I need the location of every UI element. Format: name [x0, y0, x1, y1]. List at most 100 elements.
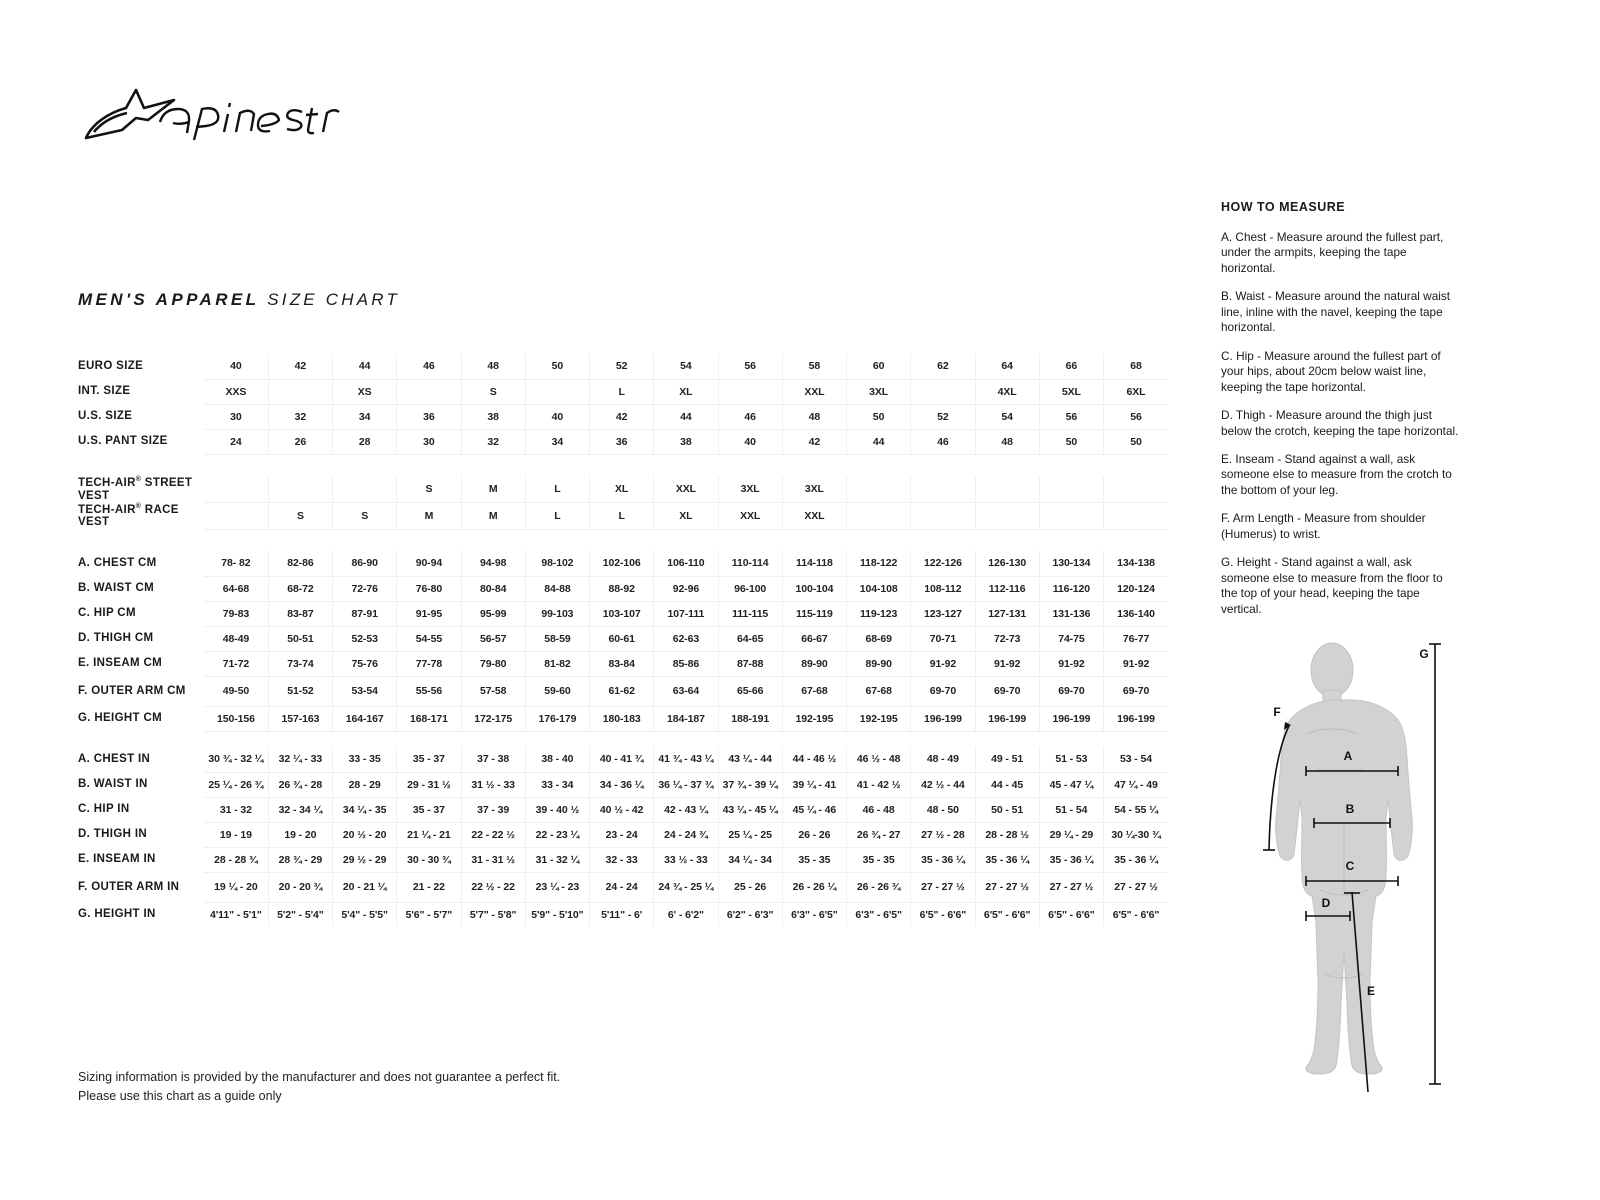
cell-outer_arm_in-3: 21 - 22	[396, 872, 462, 903]
cell-outer_arm_cm-10: 67-68	[846, 676, 911, 707]
page-title-bold: MEN'S APPAREL	[78, 290, 260, 309]
cell-outer_arm_in-13: 27 - 27 ½	[1038, 872, 1104, 903]
cell-waist_in-6: 34 - 36 ¼	[589, 772, 654, 798]
cell-inseam_cm-14: 91-92	[1103, 651, 1168, 677]
cell-hip_cm-3: 91-95	[396, 601, 462, 627]
table-row: G. HEIGHT IN 4'11" - 5'1" 5'2" - 5'4" 5'4" …	[78, 902, 1168, 928]
cell-us_pant_size-11: 46	[910, 429, 976, 455]
cell-techair_street_vest-14	[1103, 476, 1168, 504]
cell-chest_in-6: 40 - 41 ¾	[589, 747, 654, 773]
cell-us_pant_size-9: 42	[781, 429, 847, 455]
cell-thigh_in-7: 24 - 24 ¾	[653, 822, 719, 848]
table-row: INT. SIZE XXS XS S L XL XXL 3XL 4XL 5XL 6XL	[78, 379, 1168, 405]
cell-height_cm-8: 188-191	[717, 706, 783, 732]
cell-outer_arm_in-2: 20 - 21 ¼	[332, 872, 397, 903]
cell-techair_street_vest-4: M	[460, 476, 526, 504]
cell-waist_cm-14: 120-124	[1103, 576, 1168, 602]
cell-chest_cm-12: 126-130	[974, 551, 1040, 577]
cell-euro_size-10: 60	[846, 354, 911, 380]
cell-thigh_in-5: 22 - 23 ¼	[524, 822, 590, 848]
cell-chest_in-1: 32 ¼ - 33	[267, 747, 333, 773]
cell-thigh_cm-0: 48-49	[204, 626, 269, 652]
cell-chest_cm-6: 102-106	[589, 551, 654, 577]
cell-thigh_cm-5: 58-59	[524, 626, 590, 652]
cell-height_cm-13: 196-199	[1038, 706, 1104, 732]
table-row: C. HIP CM 79-83 83-87 87-91 91-95 95-99 99-103…	[78, 601, 1168, 627]
cell-us_size-3: 36	[396, 404, 462, 430]
cell-hip_cm-7: 107-111	[653, 601, 719, 627]
cell-euro_size-6: 52	[589, 354, 654, 380]
cell-techair_street_vest-7: XXL	[653, 476, 719, 504]
cell-outer_arm_in-12: 27 - 27 ½	[974, 872, 1040, 903]
cell-height_cm-1: 157-163	[267, 706, 333, 732]
cell-waist_cm-9: 100-104	[781, 576, 847, 602]
cell-outer_arm_in-0: 19 ¼ - 20	[204, 872, 269, 903]
cell-outer_arm_cm-1: 51-52	[267, 676, 333, 707]
cell-hip_in-3: 35 - 37	[396, 797, 462, 823]
row-label-outer_arm_in: F. OUTER ARM IN	[78, 880, 180, 893]
cell-height_cm-5: 176-179	[524, 706, 590, 732]
row-label-hip_in: C. HIP IN	[78, 803, 130, 816]
cell-outer_arm_in-7: 24 ¾ - 25 ¼	[653, 872, 719, 903]
cell-height_in-9: 6'3" - 6'5"	[781, 902, 847, 928]
cell-thigh_in-13: 29 ¼ - 29	[1038, 822, 1104, 848]
figure-label-c: C	[1346, 859, 1355, 873]
cell-euro_size-13: 66	[1038, 354, 1104, 380]
cell-inseam_cm-5: 81-82	[524, 651, 590, 677]
cell-hip_cm-14: 136-140	[1103, 601, 1168, 627]
cell-techair_race_vest-11	[910, 502, 976, 530]
cell-waist_cm-2: 72-76	[332, 576, 397, 602]
cell-euro_size-7: 54	[653, 354, 719, 380]
cell-waist_cm-11: 108-112	[910, 576, 976, 602]
cell-int_size-4: S	[460, 379, 526, 405]
cell-techair_street_vest-0	[204, 476, 269, 504]
row-label-us_size: U.S. SIZE	[78, 410, 133, 423]
cell-us_size-5: 40	[524, 404, 590, 430]
cell-chest_in-13: 51 - 53	[1038, 747, 1104, 773]
cell-chest_cm-5: 98-102	[524, 551, 590, 577]
cell-waist_cm-6: 88-92	[589, 576, 654, 602]
cell-waist_cm-13: 116-120	[1038, 576, 1104, 602]
cell-chest_cm-10: 118-122	[846, 551, 911, 577]
cell-inseam_cm-10: 89-90	[846, 651, 911, 677]
size-chart-panel: MEN'S APPAREL SIZE CHART EURO SIZE 40 42 44…	[78, 290, 1168, 928]
row-label-thigh_cm: D. THIGH CM	[78, 632, 154, 645]
cell-thigh_cm-12: 72-73	[974, 626, 1040, 652]
cell-euro_size-3: 46	[396, 354, 462, 380]
cell-waist_cm-8: 96-100	[717, 576, 783, 602]
cell-thigh_cm-14: 76-77	[1103, 626, 1168, 652]
table-spacer	[78, 731, 1168, 747]
page-title: MEN'S APPAREL SIZE CHART	[78, 290, 1168, 310]
cell-hip_in-2: 34 ¼ - 35	[332, 797, 397, 823]
cell-thigh_cm-1: 50-51	[267, 626, 333, 652]
table-row: TECH-AIR® STREET VEST S M L XL XXL 3XL 3XL	[78, 476, 1168, 504]
table-row: G. HEIGHT CM 150-156 157-163 164-167 168-171…	[78, 706, 1168, 732]
cell-waist_cm-7: 92-96	[653, 576, 719, 602]
row-label-waist_cm: B. WAIST CM	[78, 582, 155, 595]
cell-euro_size-14: 68	[1103, 354, 1168, 380]
cell-height_in-10: 6'3" - 6'5"	[846, 902, 911, 928]
cell-euro_size-2: 44	[332, 354, 397, 380]
cell-inseam_cm-7: 85-86	[653, 651, 719, 677]
cell-techair_race_vest-0	[204, 502, 269, 530]
cell-inseam_in-12: 35 - 36 ¼	[974, 847, 1040, 873]
cell-us_size-0: 30	[204, 404, 269, 430]
cell-hip_cm-10: 119-123	[846, 601, 911, 627]
table-row: TECH-AIR® RACE VEST S S M M L L XL XXL XXL	[78, 502, 1168, 530]
table-row: D. THIGH IN 19 - 19 19 - 20 20 ½ - 20 21 ¼ -…	[78, 822, 1168, 848]
cell-waist_in-2: 28 - 29	[332, 772, 397, 798]
cell-outer_arm_cm-7: 63-64	[653, 676, 719, 707]
cell-techair_street_vest-1	[267, 476, 333, 504]
cell-outer_arm_cm-4: 57-58	[460, 676, 526, 707]
figure-label-a: A	[1344, 749, 1353, 763]
table-row: U.S. PANT SIZE 24 26 28 30 32 34 36 38 40 42 44 46 48…	[78, 429, 1168, 455]
cell-height_in-8: 6'2" - 6'3"	[717, 902, 783, 928]
cell-hip_in-11: 48 - 50	[910, 797, 976, 823]
cell-us_pant_size-3: 30	[396, 429, 462, 455]
cell-height_in-14: 6'5" - 6'6"	[1103, 902, 1168, 928]
cell-thigh_in-12: 28 - 28 ½	[974, 822, 1040, 848]
cell-us_size-6: 42	[589, 404, 654, 430]
row-label-thigh_in: D. THIGH IN	[78, 828, 148, 841]
how-to-measure-heading: HOW TO MEASURE	[1221, 200, 1346, 214]
cell-waist_in-3: 29 - 31 ½	[396, 772, 462, 798]
